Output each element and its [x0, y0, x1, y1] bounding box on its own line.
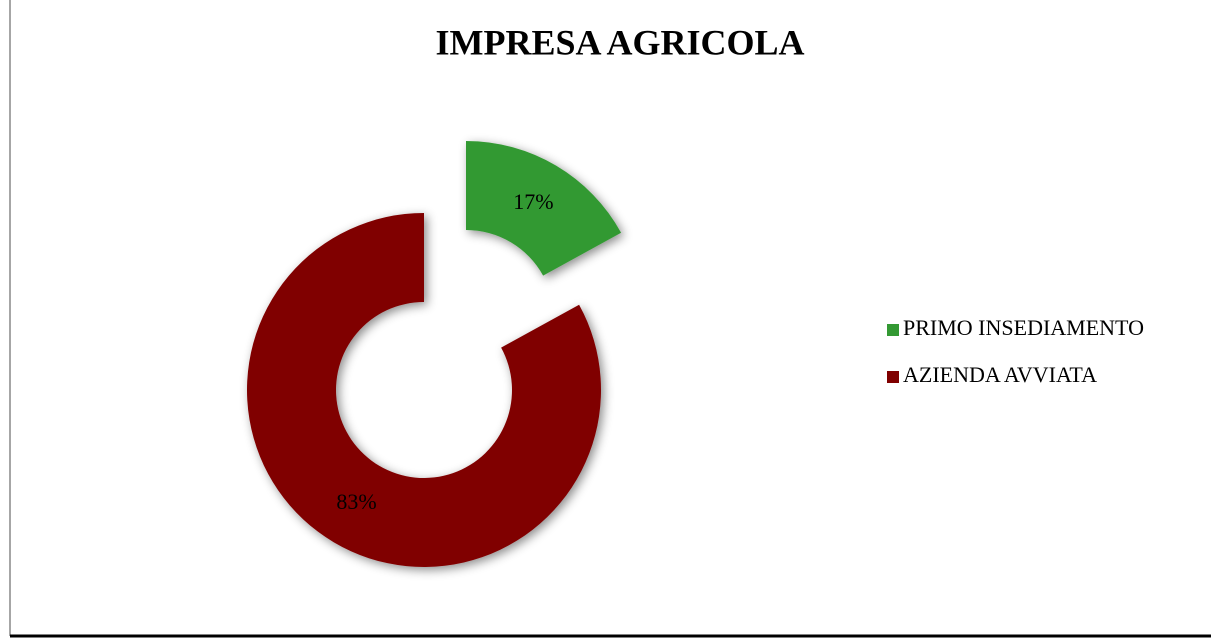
legend-swatch [887, 324, 899, 336]
donut-slice [466, 141, 622, 276]
data-label: 17% [513, 189, 553, 214]
donut-slice [246, 213, 602, 567]
legend-label: AZIENDA AVVIATA [903, 362, 1097, 387]
data-label: 83% [336, 489, 376, 514]
legend-label: PRIMO INSEDIAMENTO [903, 315, 1144, 340]
legend-swatch [887, 371, 899, 383]
chart-title: IMPRESA AGRICOLA [435, 22, 804, 62]
